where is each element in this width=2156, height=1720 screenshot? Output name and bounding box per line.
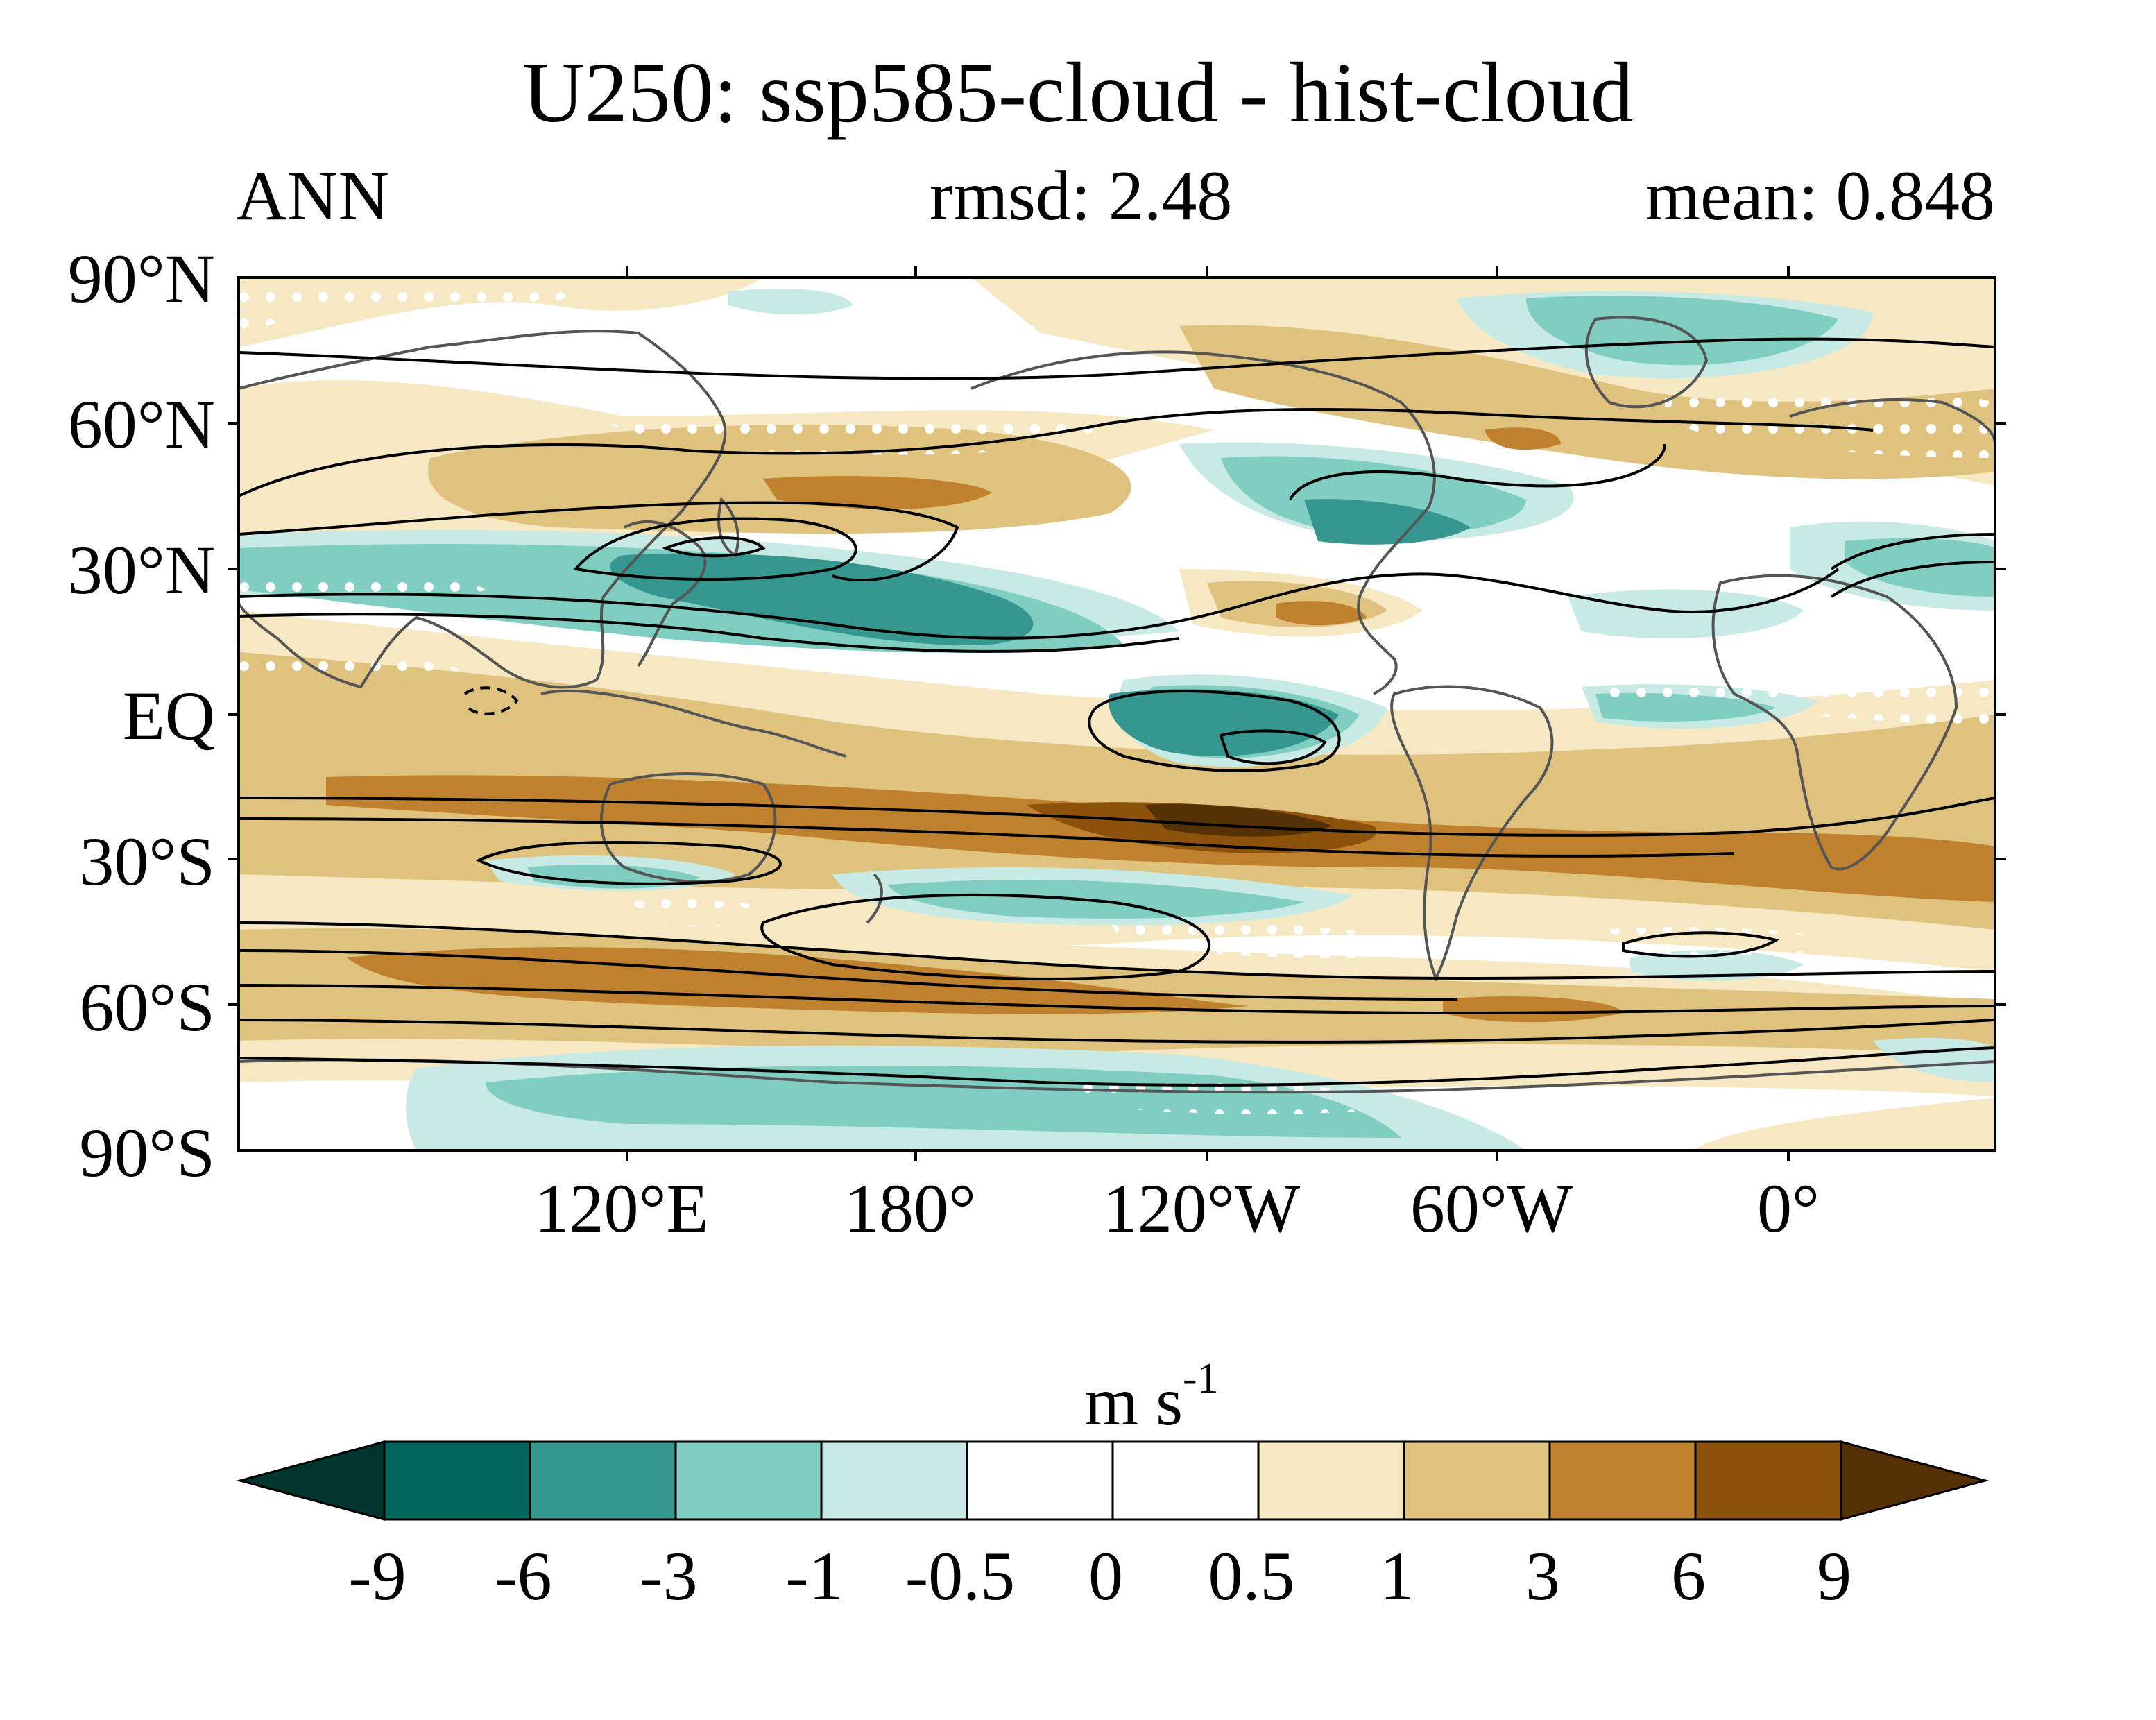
shading-strong-negative xyxy=(610,499,1471,756)
cb-tick-1: 1 xyxy=(1380,1538,1414,1615)
lon-label-120e: 120°E xyxy=(534,1170,709,1247)
colorbar-extend-high xyxy=(1840,1440,1990,1521)
colorbar-box-4 xyxy=(820,1440,968,1521)
map-panel xyxy=(239,278,1995,1150)
coast-europe xyxy=(1789,398,1995,445)
lon-label-60w: 60°W xyxy=(1410,1170,1573,1247)
mean-label: mean: 0.848 xyxy=(1645,157,1995,235)
rmsd-label: rmsd: 2.48 xyxy=(930,157,1233,235)
cb-tick-6: 6 xyxy=(1671,1538,1706,1615)
colorbar-box-9 xyxy=(1548,1440,1697,1521)
cb-tick-3: 3 xyxy=(1525,1538,1560,1615)
colorbar-box-2 xyxy=(529,1440,677,1521)
coast-north-america xyxy=(970,350,1436,695)
cb-tick-05: 0.5 xyxy=(1208,1538,1295,1615)
map-frame xyxy=(228,266,2006,1161)
cb-tick-neg9: -9 xyxy=(348,1538,407,1615)
lat-label-60n: 60°N xyxy=(67,386,215,463)
lat-label-eq: EQ xyxy=(122,677,215,754)
colorbar-units: m s-1 xyxy=(1084,1355,1219,1440)
coast-africa xyxy=(1711,574,1958,871)
chart-title: U250: ssp585-cloud - hist-cloud xyxy=(522,45,1634,140)
lon-label-120w: 120°W xyxy=(1102,1170,1301,1247)
colorbar-box-8 xyxy=(1403,1440,1551,1521)
lat-label-90s: 90°S xyxy=(79,1114,215,1191)
cb-tick-neg3: -3 xyxy=(640,1538,698,1615)
colorbar-box-10 xyxy=(1694,1440,1842,1521)
lat-label-30s: 30°S xyxy=(79,823,215,900)
lat-label-30n: 30°N xyxy=(67,531,215,608)
cb-tick-neg1: -1 xyxy=(785,1538,844,1615)
lat-label-90n: 90°N xyxy=(67,240,215,317)
colorbar-box-6 xyxy=(1111,1440,1260,1521)
colorbar-box-5 xyxy=(966,1440,1114,1521)
coast-greenland xyxy=(1584,316,1709,409)
coast-south-america xyxy=(1390,685,1554,982)
coast-maritime xyxy=(540,689,847,758)
lon-label-0: 0° xyxy=(1757,1170,1820,1247)
cb-tick-neg6: -6 xyxy=(494,1538,552,1615)
colorbar xyxy=(236,1440,1990,1521)
colorbar-box-3 xyxy=(674,1440,823,1521)
coast-east-asia xyxy=(624,520,707,667)
colorbar-box-1 xyxy=(383,1440,531,1521)
climatology-contours xyxy=(239,337,1995,1087)
coast-eurasia xyxy=(239,330,727,689)
lat-label-60s: 60°S xyxy=(79,969,215,1046)
season-label: ANN xyxy=(236,157,389,235)
colorbar-box-7 xyxy=(1257,1440,1405,1521)
coast-australia xyxy=(599,772,777,883)
cb-tick-9: 9 xyxy=(1817,1538,1851,1615)
lon-label-180: 180° xyxy=(844,1170,976,1247)
cb-tick-neg05: -0.5 xyxy=(905,1538,1016,1615)
colorbar-extend-low xyxy=(236,1440,386,1521)
cb-tick-0: 0 xyxy=(1088,1538,1123,1615)
